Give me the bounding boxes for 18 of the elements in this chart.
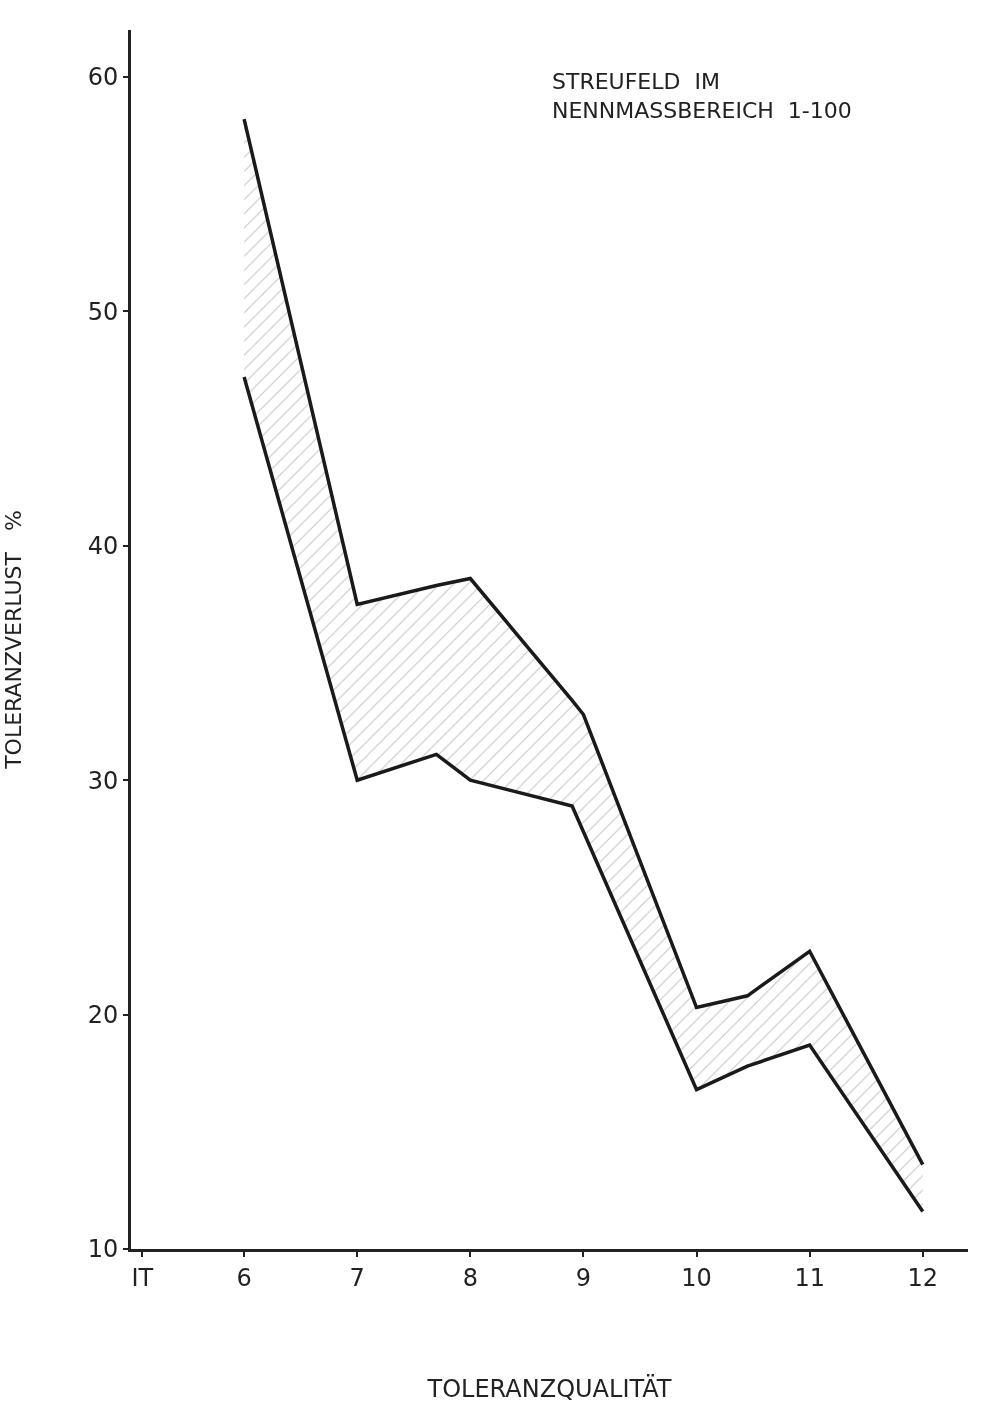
y-tick-label: 60 — [87, 63, 119, 92]
x-tick-label: 8 — [462, 1263, 478, 1292]
x-tick-label: 6 — [236, 1263, 252, 1292]
x-axis-title: TOLERANZQUALITÄT — [426, 1374, 672, 1404]
line-series — [242, 375, 925, 1214]
y-tick-label: 40 — [87, 532, 119, 561]
x-tick-label: 9 — [575, 1263, 592, 1292]
y-tick-label: 10 — [87, 1235, 119, 1264]
y-tick-label: 50 — [87, 297, 119, 326]
y-axis-title: TOLERANZVERLUST % — [1, 510, 27, 770]
x-tick-label: 11 — [794, 1263, 825, 1292]
annotation: STREUFELD IM NENNMASSBEREICH 1-100 — [552, 69, 852, 123]
y-tick-label: 20 — [87, 1000, 119, 1029]
y-tick-label: 30 — [87, 766, 119, 795]
x-tick-label: 10 — [681, 1263, 712, 1292]
x-tick-label: 7 — [349, 1263, 365, 1292]
x-tick-label: 12 — [907, 1263, 939, 1292]
x-tick-label: IT — [131, 1263, 154, 1292]
